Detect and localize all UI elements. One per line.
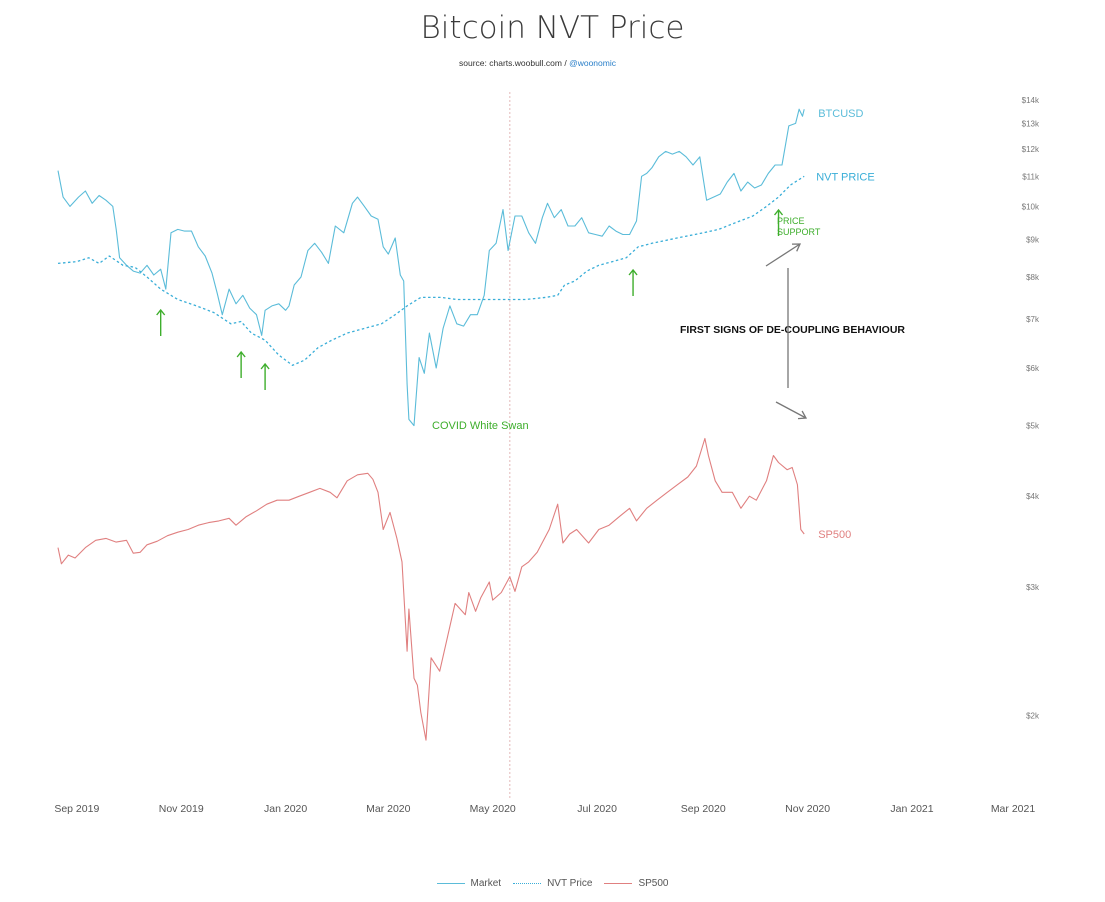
y-tick-label: $12k: [1022, 145, 1040, 154]
decoupling-annotation: FIRST SIGNS OF DE-COUPLING BEHAVIOUR: [680, 324, 905, 336]
x-tick-label: Jul 2020: [577, 803, 617, 815]
x-tick-label: May 2020: [470, 803, 516, 815]
support-arrow-icon: [260, 362, 270, 390]
legend-swatch: [513, 883, 542, 884]
x-tick-label: Jan 2020: [264, 803, 307, 815]
y-tick-label: $2k: [1026, 711, 1040, 720]
legend-item-sp500[interactable]: SP500: [604, 878, 668, 889]
legend-swatch: [604, 883, 633, 884]
x-tick-label: Mar 2021: [991, 803, 1036, 815]
y-tick-label: $6k: [1026, 364, 1040, 373]
y-tick-label: $8k: [1026, 273, 1040, 282]
y-tick-label: $9k: [1026, 236, 1040, 245]
price-support-label: SUPPORT: [777, 227, 821, 237]
support-arrow-icon: [236, 350, 246, 378]
source-line: source: charts.woobull.com / @woonomic: [0, 58, 1075, 68]
legend-label: SP500: [638, 878, 669, 889]
x-tick-label: Nov 2019: [159, 803, 204, 815]
chart-title: Bitcoin NVT Price: [420, 10, 685, 46]
y-tick-label: $10k: [1022, 202, 1040, 211]
covid-annotation: COVID White Swan: [432, 420, 529, 432]
legend-item-nvt-price[interactable]: NVT Price: [513, 878, 592, 889]
series-line-nvt-price: [57, 175, 805, 366]
y-tick-label: $14k: [1022, 96, 1040, 105]
y-tick-label: $11k: [1022, 172, 1040, 181]
support-arrow-icon: [773, 208, 784, 236]
series-layer: BTCUSD NVT PRICE SP500: [57, 108, 875, 741]
y-tick-label: $5k: [1026, 422, 1040, 431]
price-support-label: PRICE: [777, 216, 805, 226]
series-line-market: [57, 108, 805, 427]
legend-item-market[interactable]: Market: [436, 878, 502, 889]
source-handle-link[interactable]: @woonomic: [569, 58, 616, 68]
x-tick-label: Mar 2020: [366, 803, 411, 815]
legend-label: NVT Price: [547, 878, 593, 889]
x-axis: Sep 2019 Nov 2019 Jan 2020 Mar 2020 May 2020…: [54, 803, 1035, 815]
series-line-sp500: [57, 437, 805, 741]
source-prefix: source: charts.woobull.com /: [459, 58, 570, 68]
support-arrow-icon: [156, 308, 166, 336]
x-tick-label: Jan 2021: [890, 803, 933, 815]
arrow-up-right-icon: [765, 243, 802, 267]
y-axis: $14k $13k $12k $11k $10k $9k $8k $7k $6k $5k $4k $3…: [509, 92, 1040, 798]
legend-label: Market: [470, 878, 502, 889]
legend-swatch: [436, 883, 465, 884]
series-end-label: BTCUSD: [818, 108, 863, 120]
arrow-down-right-icon: [775, 401, 808, 420]
series-end-label: SP500: [818, 529, 851, 541]
x-tick-label: Sep 2019: [54, 803, 99, 815]
y-tick-label: $4k: [1026, 492, 1040, 501]
y-tick-label: $7k: [1026, 315, 1040, 324]
y-tick-label: $13k: [1022, 119, 1040, 128]
x-tick-label: Nov 2020: [785, 803, 830, 815]
series-end-label: NVT PRICE: [816, 171, 874, 183]
x-tick-label: Sep 2020: [681, 803, 726, 815]
support-arrow-icon: [628, 268, 638, 296]
legend: Market NVT Price SP500: [0, 876, 1105, 889]
y-tick-label: $3k: [1026, 583, 1040, 592]
